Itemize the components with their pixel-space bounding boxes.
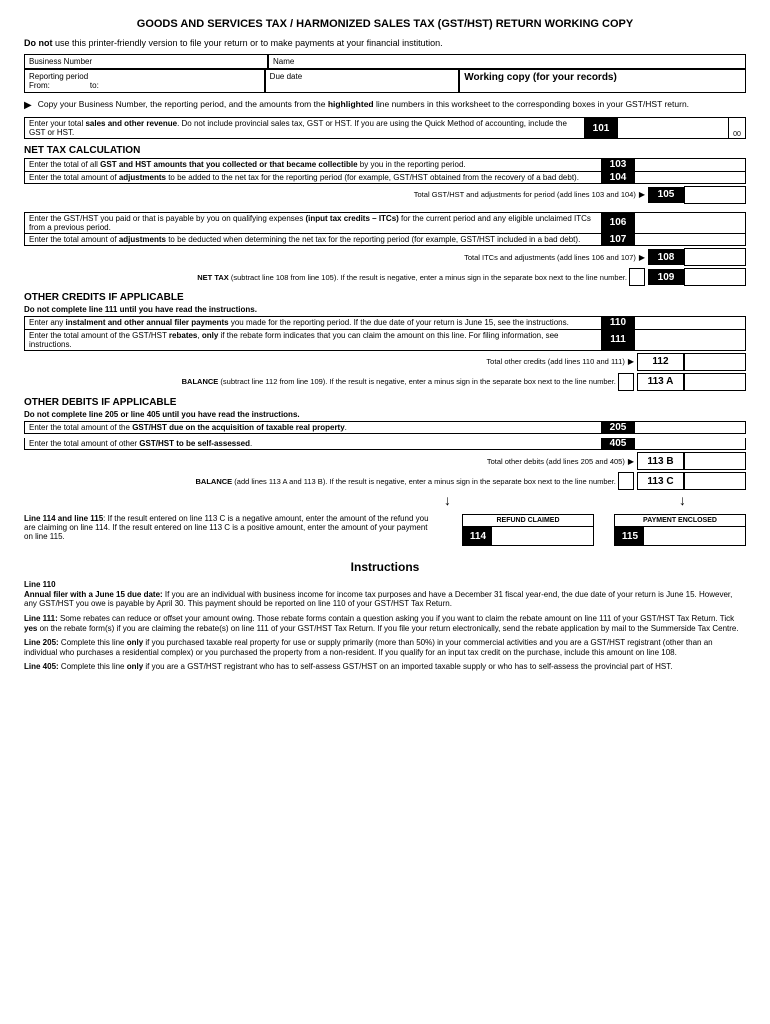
due-label: Due date [265, 69, 460, 93]
final-row: Line 114 and line 115: If the result ent… [24, 514, 746, 546]
line-107: Enter the total amount of adjustments to… [24, 234, 746, 246]
subtotal-113a: BALANCE (subtract line 112 from line 109… [24, 373, 746, 391]
subtotal-113b: Total other debits (add lines 205 and 40… [24, 452, 746, 470]
name-label: Name [268, 54, 746, 69]
line-101: Enter your total sales and other revenue… [24, 117, 746, 139]
subtotal-108: Total ITCs and adjustments (add lines 10… [24, 248, 746, 266]
debits-note: Do not complete line 205 or line 405 unt… [24, 410, 746, 419]
line-405: Enter the total amount of other GST/HST … [24, 438, 746, 450]
subtotal-112: Total other credits (add lines 110 and 1… [24, 353, 746, 371]
payment-box: PAYMENT ENCLOSED 115 [614, 514, 746, 546]
section-credits: OTHER CREDITS IF APPLICABLE [24, 292, 746, 303]
section-net-tax: NET TAX CALCULATION [24, 145, 746, 156]
instructions: Line 110Annual filer with a June 15 due … [24, 580, 746, 672]
line-205: Enter the total amount of the GST/HST du… [24, 421, 746, 434]
working-copy-label: Working copy (for your records) [459, 69, 746, 93]
bn-label: Business Number [24, 54, 268, 69]
credits-note: Do not complete line 111 until you have … [24, 305, 746, 314]
refund-box: REFUND CLAIMED 114 [462, 514, 594, 546]
line-104: Enter the total amount of adjustments to… [24, 172, 746, 184]
instructions-title: Instructions [24, 560, 746, 574]
subtotal-109: NET TAX (subtract line 108 from line 105… [24, 268, 746, 286]
subtotal-105: Total GST/HST and adjustments for period… [24, 186, 746, 204]
line-111: Enter the total amount of the GST/HST re… [24, 330, 746, 351]
header-box: Business Number Name Reporting period Fr… [24, 54, 746, 93]
line-103: Enter the total of all GST and HST amoun… [24, 158, 746, 171]
warning-text: Do not use this printer-friendly version… [24, 38, 746, 48]
section-debits: OTHER DEBITS IF APPLICABLE [24, 397, 746, 408]
page-title: GOODS AND SERVICES TAX / HARMONIZED SALE… [24, 18, 746, 30]
line-106: Enter the GST/HST you paid or that is pa… [24, 212, 746, 234]
copy-note: Copy your Business Number, the reporting… [24, 99, 746, 111]
down-arrows: ↓↓ [24, 492, 746, 508]
period-cell: Reporting period From: to: [24, 69, 265, 93]
line-110: Enter any instalment and other annual fi… [24, 316, 746, 329]
subtotal-113c: BALANCE (add lines 113 A and 113 B). If … [24, 472, 746, 490]
